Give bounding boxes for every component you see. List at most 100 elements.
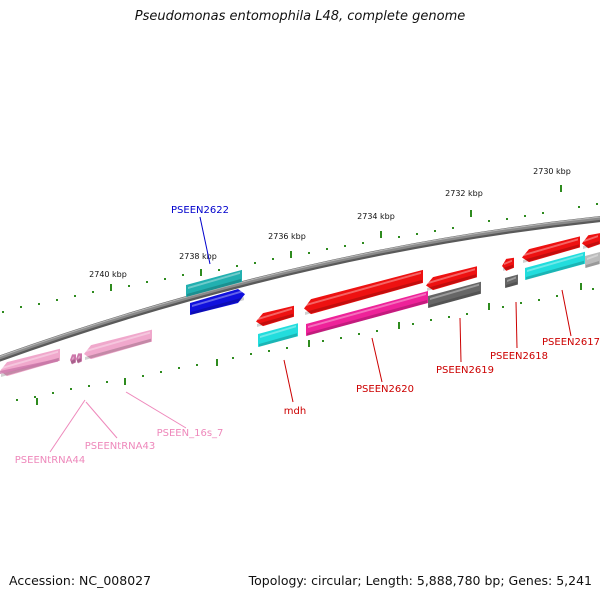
major-tick-inner — [216, 359, 218, 366]
minor-tick-outer — [146, 281, 148, 283]
minor-tick-outer — [452, 227, 454, 229]
minor-tick-inner — [178, 367, 180, 369]
minor-tick-outer — [416, 233, 418, 235]
gene-label: PSEENtRNA43 — [85, 441, 155, 452]
gene-label: PSEENtRNA44 — [15, 455, 85, 466]
minor-tick-outer — [326, 248, 328, 250]
leader-line — [371, 337, 383, 383]
major-tick-inner — [308, 340, 310, 347]
major-tick-outer — [290, 251, 292, 258]
major-tick-inner — [398, 322, 400, 329]
leader-line — [515, 301, 518, 349]
minor-tick-inner — [358, 333, 360, 335]
minor-tick-inner — [556, 295, 558, 297]
gene-PSEEN2618[interactable] — [505, 274, 518, 288]
minor-tick-inner — [160, 371, 162, 373]
minor-tick-inner — [520, 302, 522, 304]
minor-tick-outer — [506, 218, 508, 220]
gene-PSEEN_16s_7[interactable] — [84, 329, 152, 360]
accession-text: Accession: NC_008027 — [9, 573, 152, 588]
minor-tick-outer — [92, 291, 94, 293]
major-tick-inner — [124, 378, 126, 385]
minor-tick-inner — [466, 313, 468, 315]
minor-tick-outer — [254, 262, 256, 264]
minor-tick-outer — [218, 269, 220, 271]
minor-tick-inner — [286, 347, 288, 349]
minor-tick-inner — [70, 388, 72, 390]
gene-PSEEN2619[interactable] — [428, 281, 481, 308]
rna-band — [0, 358, 58, 374]
major-tick-inner — [580, 283, 582, 290]
major-tick-outer — [380, 231, 382, 238]
gene-label: mdh — [284, 406, 306, 417]
scale-ticks-outer — [2, 185, 598, 313]
gene-PSEENtRNA43[interactable] — [70, 354, 76, 365]
minor-tick-outer — [164, 278, 166, 280]
minor-tick-inner — [34, 396, 36, 398]
leader-line — [85, 401, 118, 439]
minor-tick-outer — [308, 252, 310, 254]
map-title: Pseudomonas entomophila L48, complete ge… — [134, 9, 466, 24]
scale-labels: 2730 kbp 2732 kbp 2734 kbp 2736 kbp 2738 kbp… — [89, 167, 571, 279]
gene-right-edge-red[interactable] — [582, 233, 600, 249]
label-leaders — [49, 216, 572, 453]
minor-tick-outer — [236, 265, 238, 267]
gene-mdh-cyan[interactable] — [258, 323, 298, 347]
minor-tick-inner — [376, 330, 378, 332]
leader-line — [283, 359, 294, 403]
minor-tick-outer — [434, 230, 436, 232]
minor-tick-inner — [448, 316, 450, 318]
leader-line — [199, 216, 211, 265]
scale-label: 2736 kbp — [268, 232, 306, 241]
gene-PSEEN2620-red[interactable] — [304, 269, 423, 315]
gene-label: PSEEN2619 — [436, 365, 494, 376]
gene-PSEEN2622[interactable] — [190, 289, 245, 315]
minor-tick-inner — [106, 381, 108, 383]
minor-tick-inner — [250, 353, 252, 355]
minor-tick-inner — [412, 323, 414, 325]
minor-tick-outer — [488, 220, 490, 222]
scale-ticks-inner — [16, 283, 594, 405]
gene-mdh[interactable] — [256, 305, 294, 327]
minor-tick-outer — [182, 274, 184, 276]
scale-label: 2732 kbp — [445, 189, 483, 198]
minor-tick-inner — [322, 340, 324, 342]
minor-tick-inner — [232, 357, 234, 359]
major-tick-inner — [488, 303, 490, 310]
genome-summary: Topology: circular; Length: 5,888,780 bp… — [248, 573, 592, 588]
gene-PSEEN2618-red[interactable] — [502, 257, 514, 271]
scale-label: 2738 kbp — [179, 252, 217, 261]
minor-tick-inner — [52, 392, 54, 394]
major-tick-outer — [560, 185, 562, 192]
gene-PSEEN2619-red[interactable] — [426, 266, 477, 291]
genome-backbone — [0, 216, 600, 362]
minor-tick-outer — [398, 236, 400, 238]
gene-PSEEN2620[interactable] — [306, 291, 428, 336]
major-tick-outer — [110, 284, 112, 291]
major-tick-inner — [36, 398, 38, 405]
major-tick-outer — [200, 269, 202, 276]
minor-tick-outer — [596, 203, 598, 205]
gene-label: PSEEN2617 — [542, 337, 600, 348]
minor-tick-inner — [16, 399, 18, 401]
minor-tick-outer — [362, 242, 364, 244]
gene-PSEEN2617[interactable] — [525, 251, 585, 280]
gene-label: PSEEN2620 — [356, 384, 414, 395]
gene-label: PSEEN2622 — [171, 205, 229, 216]
minor-tick-outer — [38, 303, 40, 305]
gene-label: PSEEN2618 — [490, 351, 548, 362]
gene-features[interactable] — [0, 233, 600, 377]
leader-line — [49, 399, 86, 453]
minor-tick-outer — [524, 215, 526, 217]
gene-PSEEN2617-red[interactable] — [522, 236, 580, 263]
gene-right-edge-gray[interactable] — [585, 251, 600, 268]
minor-tick-inner — [268, 350, 270, 352]
gene-PSEENtRNA43b[interactable] — [76, 353, 82, 364]
minor-tick-outer — [128, 285, 130, 287]
gene-PSEEN2622-cyan[interactable] — [186, 269, 242, 297]
minor-tick-inner — [340, 337, 342, 339]
gene-labels: PSEEN2622 mdh PSEEN2620 PSEEN2619 PSEEN2618 P… — [15, 205, 600, 466]
minor-tick-outer — [344, 245, 346, 247]
major-tick-outer — [470, 210, 472, 217]
